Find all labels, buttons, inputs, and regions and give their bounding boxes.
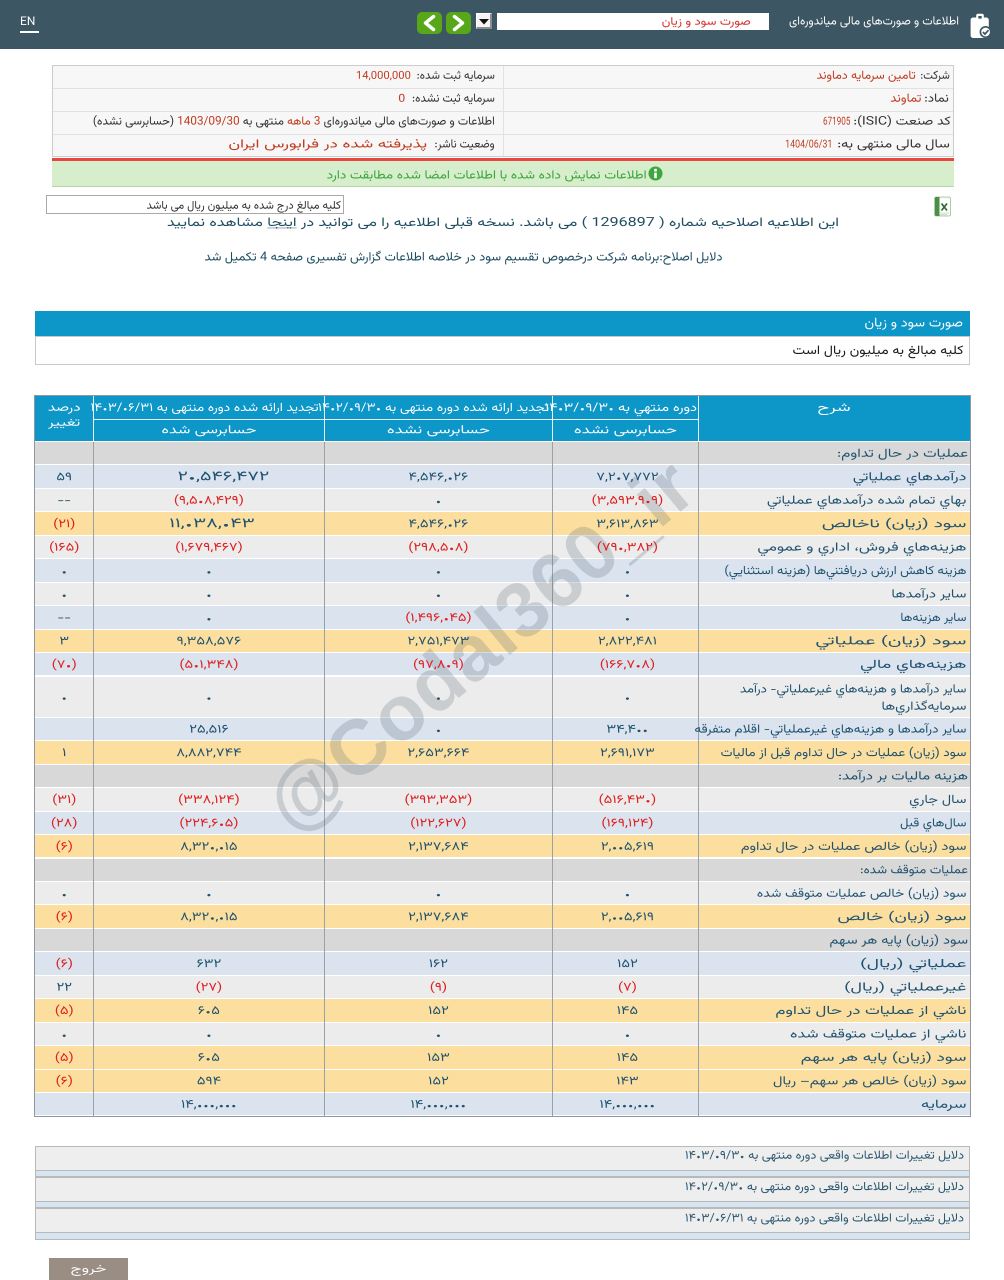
svg-text:@Codal360_ir: @Codal360_ir <box>248 441 711 849</box>
